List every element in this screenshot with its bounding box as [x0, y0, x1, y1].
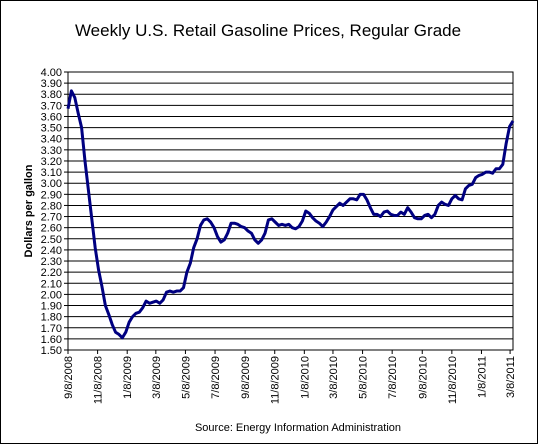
y-tick-label: 3.50 — [41, 123, 62, 135]
y-tick-label: 1.70 — [41, 323, 62, 335]
x-tick-label: 1/8/2010 — [299, 356, 311, 399]
y-tick-label: 2.10 — [41, 278, 62, 290]
source-note: Source: Energy Information Administratio… — [195, 422, 401, 434]
y-tick-label: 3.70 — [41, 100, 62, 112]
y-tick-label: 2.60 — [41, 223, 62, 235]
x-tick-label: 11/8/2008 — [93, 356, 105, 404]
y-tick-label: 3.20 — [41, 156, 62, 168]
x-tick-label: 1/8/2011 — [476, 356, 488, 398]
chart-title: Weekly U.S. Retail Gasoline Prices, Regu… — [75, 21, 461, 40]
y-tick-label: 1.80 — [41, 312, 62, 324]
y-tick-label: 3.30 — [41, 145, 62, 157]
y-tick-label: 2.70 — [41, 212, 62, 224]
y-tick-label: 1.90 — [41, 301, 62, 313]
y-tick-label: 3.40 — [41, 134, 62, 146]
plot-area — [67, 71, 514, 351]
x-tick-label: 5/8/2009 — [180, 356, 192, 399]
y-tick-label: 3.60 — [41, 111, 62, 123]
x-tick-label: 5/8/2010 — [358, 356, 370, 399]
x-tick-label: 3/8/2010 — [328, 356, 340, 399]
x-tick-label: 7/8/2010 — [387, 356, 399, 399]
y-tick-label: 3.10 — [41, 167, 62, 179]
y-tick-label: 4.00 — [41, 67, 62, 79]
price-line — [66, 89, 515, 340]
x-tick-label: 7/8/2009 — [210, 356, 222, 399]
y-tick-label: 3.90 — [41, 78, 62, 90]
y-tick-label: 2.90 — [41, 189, 62, 201]
y-tick-label: 2.30 — [41, 256, 62, 268]
y-tick-label: 2.20 — [41, 267, 62, 279]
x-tick-label: 1/8/2009 — [122, 356, 134, 399]
x-tick-label: 9/8/2010 — [417, 356, 429, 399]
y-tick-label: 2.00 — [41, 289, 62, 301]
y-tick-label: 3.00 — [41, 178, 62, 190]
y-tick-label: 1.60 — [41, 334, 62, 346]
y-tick-label: 2.50 — [41, 234, 62, 246]
y-tick-label: 1.50 — [41, 345, 62, 357]
x-tick-label: 3/8/2009 — [151, 356, 163, 399]
x-tick-label: 9/8/2009 — [240, 356, 252, 399]
x-tick-label: 9/8/2008 — [63, 356, 75, 399]
y-tick-label: 2.80 — [41, 200, 62, 212]
x-tick-label: 11/8/2010 — [447, 356, 459, 404]
x-tick-label: 3/8/2011 — [505, 356, 517, 398]
y-axis-label: Dollars per gallon — [23, 164, 35, 257]
y-tick-label: 3.80 — [41, 89, 62, 101]
y-tick-label: 2.40 — [41, 245, 62, 257]
x-tick-label: 11/8/2009 — [270, 356, 282, 404]
